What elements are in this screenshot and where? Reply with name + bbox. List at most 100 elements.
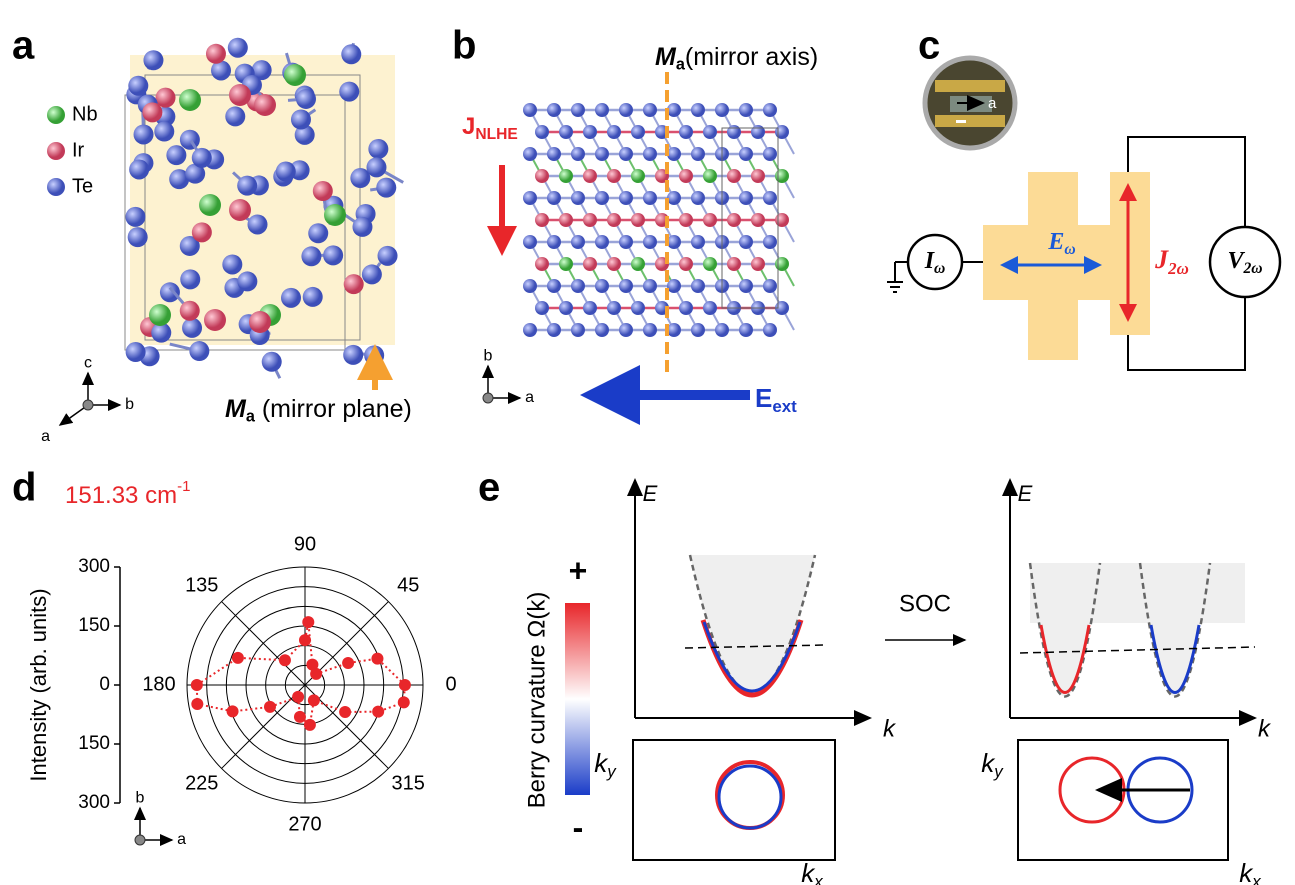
atom xyxy=(191,222,212,243)
data-point xyxy=(371,652,384,665)
atom xyxy=(619,147,633,161)
panel-label: b xyxy=(452,24,476,68)
axis-label: a xyxy=(988,95,997,112)
atom xyxy=(559,301,573,315)
atom xyxy=(535,213,549,227)
axis-label: c xyxy=(84,355,92,372)
source-label: Iω xyxy=(924,248,946,277)
atom xyxy=(127,227,148,248)
symbol-sub: x xyxy=(1251,872,1261,885)
atom xyxy=(229,199,251,221)
atom xyxy=(643,279,657,293)
kx-label: kx xyxy=(801,858,823,885)
atom xyxy=(763,103,777,117)
electrode xyxy=(935,80,1005,92)
atom xyxy=(763,279,777,293)
atom xyxy=(595,323,609,337)
atom xyxy=(571,235,585,249)
atom xyxy=(237,271,258,292)
symbol-sub: NLHE xyxy=(475,126,517,143)
filled-band xyxy=(690,555,815,693)
atom xyxy=(547,235,561,249)
data-point xyxy=(302,616,315,629)
axis-label: b xyxy=(125,396,134,413)
symbol-sub: a xyxy=(246,408,256,426)
atom xyxy=(583,257,597,271)
atom xyxy=(607,301,621,315)
voltmeter xyxy=(1208,225,1282,299)
data-point xyxy=(293,710,306,723)
theta-label: 225 xyxy=(185,772,218,794)
theta-label: 45 xyxy=(397,574,419,596)
symbol-main: k xyxy=(801,858,816,885)
theta-label: 270 xyxy=(288,813,321,835)
atom xyxy=(763,323,777,337)
atom xyxy=(763,235,777,249)
atom xyxy=(643,103,657,117)
axis-label: a xyxy=(525,389,534,406)
atom xyxy=(727,257,741,271)
fermi-level xyxy=(684,644,826,649)
atom xyxy=(179,235,200,256)
electrode xyxy=(935,115,1005,127)
atom xyxy=(607,169,621,183)
symbol-sub: ω xyxy=(934,260,945,277)
atom xyxy=(180,269,201,290)
atom xyxy=(261,351,282,372)
atom xyxy=(523,235,537,249)
k-space-box xyxy=(632,739,836,861)
atom xyxy=(149,304,171,326)
atom xyxy=(643,323,657,337)
atom xyxy=(205,43,226,64)
atom xyxy=(301,246,322,267)
atom xyxy=(691,323,705,337)
atom xyxy=(251,60,272,81)
axis-label: k xyxy=(883,715,897,742)
y-axis-title: Intensity (arb. units) xyxy=(26,588,51,781)
atom xyxy=(703,257,717,271)
y-tick-label: 300 xyxy=(78,792,110,813)
atom xyxy=(667,323,681,337)
atom xyxy=(547,191,561,205)
data-point xyxy=(342,657,355,670)
spoke xyxy=(221,684,306,769)
atom xyxy=(751,213,765,227)
atom xyxy=(222,254,243,275)
atom xyxy=(281,287,302,308)
atom xyxy=(595,191,609,205)
atom xyxy=(667,279,681,293)
atom xyxy=(237,175,258,196)
axis-label: a xyxy=(41,428,50,445)
panel-d: d 151.33 cm-1 0 45 90 135 180 225 270 315 300 150 0 1… xyxy=(12,466,457,849)
data-point xyxy=(397,696,410,709)
chart-title: 151.33 cm-1 xyxy=(65,478,190,509)
atom xyxy=(751,257,765,271)
filled-band xyxy=(1030,563,1210,697)
atom xyxy=(739,147,753,161)
fermi-level xyxy=(1019,646,1256,654)
symbol-sub: y xyxy=(993,762,1004,781)
current-label: J2ω xyxy=(1154,245,1189,278)
atom xyxy=(129,159,150,180)
atom xyxy=(341,44,362,65)
atom xyxy=(547,147,561,161)
atom xyxy=(249,311,271,333)
symbol-sub: x xyxy=(813,872,823,885)
atom xyxy=(679,213,693,227)
k-space-box xyxy=(1017,739,1229,861)
data-point xyxy=(299,634,311,647)
axis-label: a xyxy=(177,831,186,848)
atom xyxy=(559,169,573,183)
symbol-main: k xyxy=(981,748,996,778)
atom xyxy=(631,301,645,315)
atom xyxy=(47,142,65,160)
atom xyxy=(775,257,789,271)
atom xyxy=(643,147,657,161)
atom xyxy=(352,216,373,237)
atom xyxy=(323,245,344,266)
band-blue xyxy=(702,621,802,693)
data-point xyxy=(263,700,276,713)
atom xyxy=(679,169,693,183)
